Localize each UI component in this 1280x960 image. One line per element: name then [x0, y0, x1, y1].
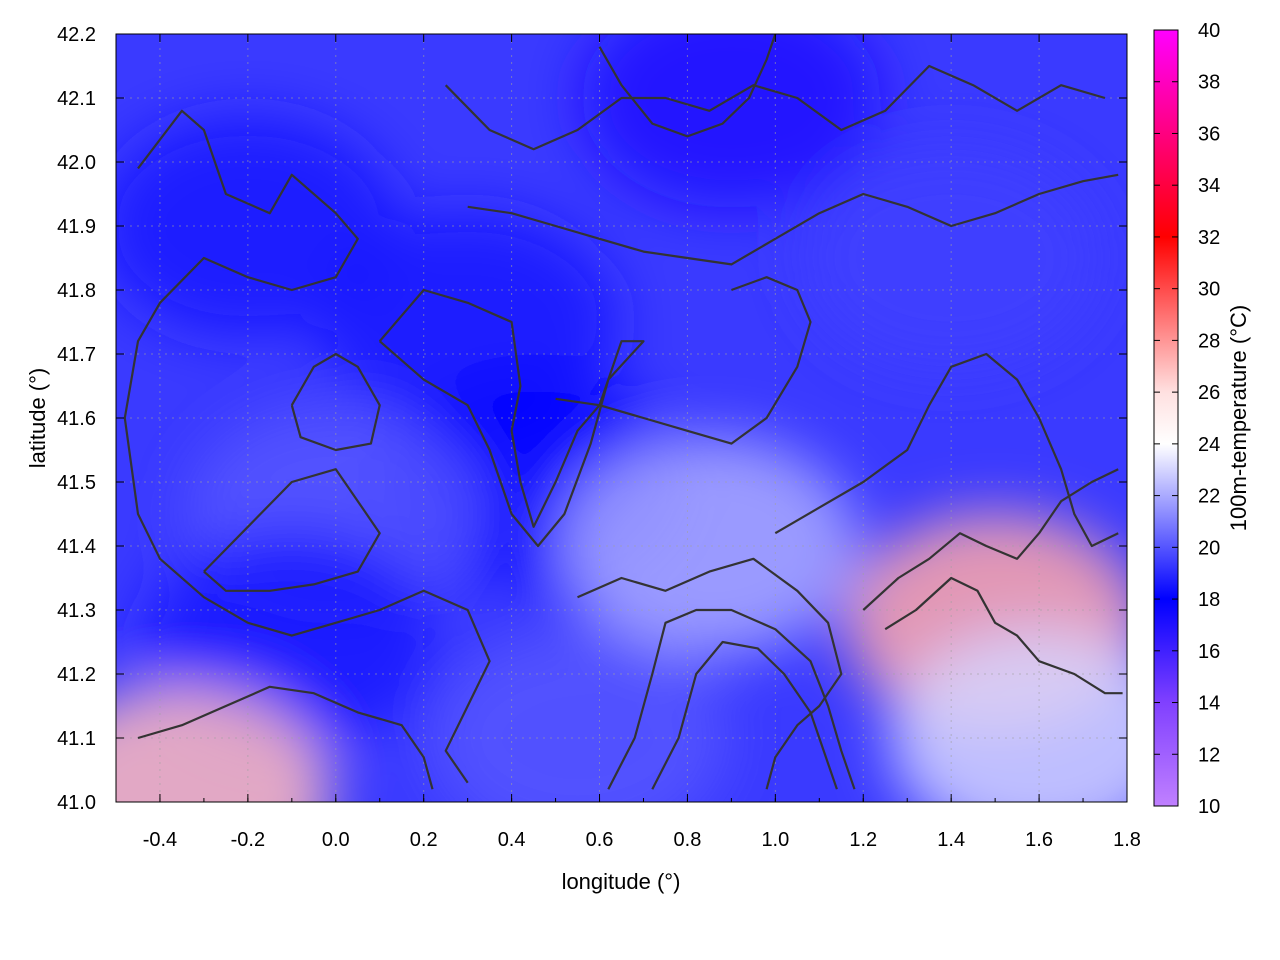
y-tick-label: 41.6 [57, 408, 96, 430]
x-tick-label: 1.2 [849, 829, 877, 851]
contour-line [467, 173, 1119, 266]
x-axis-ticks: -0.4 -0.2 0.0 0.2 0.4 0.6 0.8 1.0 1.2 1.4 1.6 1.8 [115, 34, 1141, 851]
contour-line [137, 685, 434, 790]
heatmap-region [581, 34, 882, 208]
colorbar-scale [1153, 29, 1179, 807]
y-tick-label: 41.4 [57, 536, 96, 558]
contour-line [862, 468, 1119, 611]
x-tick-label: 0.8 [674, 829, 702, 851]
contour-line [378, 288, 645, 548]
contour-line [607, 608, 856, 790]
colorbar-tick-label: 22 [1198, 486, 1220, 508]
y-tick-label: 42.1 [57, 88, 96, 110]
colorbar-tick-label: 14 [1198, 693, 1220, 715]
grid-lines [116, 33, 1128, 803]
colorbar-tick-label: 38 [1198, 72, 1220, 94]
contour-line [577, 557, 843, 790]
y-tick-label: 41.0 [57, 792, 96, 814]
contour-line [123, 109, 491, 784]
colorbar-tick-label: 10 [1198, 796, 1220, 818]
y-axis-label: latitude (°) [25, 368, 50, 469]
contour-line [444, 64, 1106, 151]
x-tick-label: -0.2 [231, 829, 265, 851]
heatmap-region [116, 685, 332, 802]
colorbar-tick-label: 12 [1198, 744, 1220, 766]
contour-lines [123, 34, 1123, 790]
heatmap-region [427, 628, 728, 802]
colorbar-ticks: 10 12 14 16 18 20 22 24 26 28 30 32 34 36 38 40 [1154, 20, 1220, 818]
heatmap-region [116, 116, 398, 336]
contour-line [203, 468, 381, 592]
colorbar-tick-label: 28 [1198, 330, 1220, 352]
colorbar-tick-label: 24 [1198, 434, 1220, 456]
y-tick-label: 41.2 [57, 664, 96, 686]
colorbar-tick-label: 20 [1198, 537, 1220, 559]
contour-line [555, 276, 812, 445]
x-tick-label: 0.0 [322, 829, 350, 851]
y-tick-label: 41.5 [57, 472, 96, 494]
y-tick-label: 42.2 [57, 24, 96, 46]
colorbar-tick-label: 18 [1198, 589, 1220, 611]
x-tick-label: 0.4 [498, 829, 526, 851]
contour-line [290, 352, 381, 452]
y-tick-label: 41.7 [57, 344, 96, 366]
x-tick-label: 1.0 [761, 829, 789, 851]
x-tick-label: -0.4 [143, 829, 177, 851]
y-axis-ticks: 41.0 41.1 41.2 41.3 41.4 41.5 41.6 41.7 41.8 41.9… [57, 24, 1127, 814]
y-tick-label: 41.3 [57, 600, 96, 622]
y-tick-label: 41.9 [57, 216, 96, 238]
contour-line [651, 640, 838, 790]
contour-line [884, 576, 1123, 695]
y-tick-label: 42.0 [57, 152, 96, 174]
colorbar-tick-label: 36 [1198, 123, 1220, 145]
x-tick-label: 1.4 [937, 829, 965, 851]
x-tick-label: 0.2 [410, 829, 438, 851]
colorbar-tick-label: 26 [1198, 382, 1220, 404]
colorbar-tick-label: 34 [1198, 175, 1220, 197]
heatmap-region [559, 436, 860, 656]
colorbar-tick-label: 30 [1198, 279, 1220, 301]
colorbar: 10 12 14 16 18 20 22 24 26 28 30 32 34 36 38 40 100m-te… [1153, 20, 1251, 818]
heatmap-regions [116, 34, 1127, 802]
x-tick-label: 0.6 [586, 829, 614, 851]
x-axis-label: longitude (°) [562, 869, 681, 894]
colorbar-tick-label: 40 [1198, 20, 1220, 42]
y-tick-label: 41.1 [57, 728, 96, 750]
y-tick-label: 41.8 [57, 280, 96, 302]
contour-line [774, 352, 1119, 548]
colorbar-tick-label: 32 [1198, 227, 1220, 249]
plot-area [115, 33, 1128, 803]
x-tick-label: 1.6 [1025, 829, 1053, 851]
colorbar-tick-label: 16 [1198, 641, 1220, 663]
colorbar-label: 100m-temperature (°C) [1226, 305, 1251, 531]
contour-line [598, 34, 777, 138]
x-tick-label: 1.8 [1113, 829, 1141, 851]
